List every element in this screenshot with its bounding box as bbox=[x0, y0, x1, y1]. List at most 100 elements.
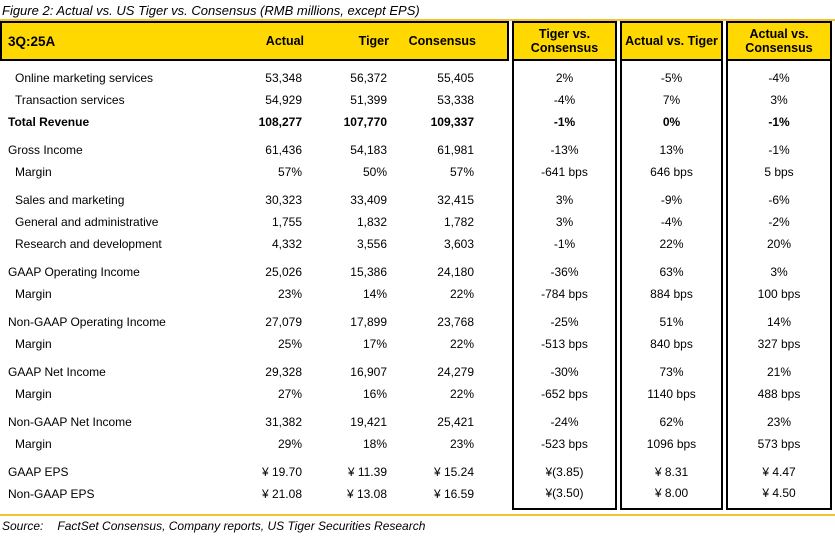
cell-tiger: 56,372 bbox=[350, 71, 387, 85]
row-label: GAAP EPS bbox=[8, 465, 69, 479]
cell-actual-vs-tiger: 13% bbox=[620, 133, 723, 161]
cell-consensus: 24,279 bbox=[437, 365, 474, 379]
main-block-padding bbox=[474, 183, 509, 211]
table-row: GAAP Net Income 29,328 16,907 24,279 -30… bbox=[0, 355, 832, 383]
cell-tiger-vs-consensus: -1% bbox=[512, 111, 617, 133]
cell-actual: 27% bbox=[277, 387, 302, 401]
column-header-actual: Actual bbox=[265, 34, 304, 48]
cell-tiger-vs-consensus: -13% bbox=[512, 133, 617, 161]
cell-tiger-vs-consensus: -784 bps bbox=[512, 283, 617, 305]
table-row: Margin 57% 50% 57% -641 bps 646 bps 5 bp… bbox=[0, 161, 832, 183]
table-row: GAAP Operating Income 25,026 15,386 24,1… bbox=[0, 255, 832, 283]
cell-actual-vs-tiger: 840 bps bbox=[620, 333, 723, 355]
cell-actual: 57% bbox=[277, 165, 302, 179]
cell-actual-vs-consensus: 327 bps bbox=[726, 333, 832, 355]
table-row: Sales and marketing 30,323 33,409 32,415… bbox=[0, 183, 832, 211]
table-row: Total Revenue 108,277 107,770 109,337 -1… bbox=[0, 111, 832, 133]
cell-tiger: 14% bbox=[362, 287, 387, 301]
cell-actual: 108,277 bbox=[258, 115, 302, 129]
cell-tiger-vs-consensus: 3% bbox=[512, 211, 617, 233]
cell-consensus: 109,337 bbox=[430, 115, 474, 129]
cell-tiger: 16% bbox=[362, 387, 387, 401]
cell-actual: 25,026 bbox=[265, 265, 302, 279]
cell-tiger: ¥ 11.39 bbox=[347, 465, 387, 479]
cell-actual-vs-consensus: ¥ 4.47 bbox=[726, 455, 832, 483]
table-body: Online marketing services 53,348 56,372 … bbox=[0, 61, 832, 510]
cell-tiger-vs-consensus: 3% bbox=[512, 183, 617, 211]
cell-tiger-vs-consensus: ¥(3.85) bbox=[512, 455, 617, 483]
row-label: Online marketing services bbox=[15, 71, 154, 85]
source-label: Source: bbox=[2, 519, 44, 533]
cell-tiger-vs-consensus: -641 bps bbox=[512, 161, 617, 183]
cell-actual-vs-tiger: 22% bbox=[620, 233, 723, 255]
source-line: Source: FactSet Consensus, Company repor… bbox=[2, 519, 425, 533]
cell-actual-vs-tiger: 646 bps bbox=[620, 161, 723, 183]
main-block-padding bbox=[474, 433, 509, 455]
cell-tiger-vs-consensus: -36% bbox=[512, 255, 617, 283]
cell-tiger-vs-consensus: -30% bbox=[512, 355, 617, 383]
cell-tiger-vs-consensus: -652 bps bbox=[512, 383, 617, 405]
cell-tiger: ¥ 13.08 bbox=[346, 487, 387, 501]
cell-actual-vs-consensus: 14% bbox=[726, 305, 832, 333]
table-row: Gross Income 61,436 54,183 61,981 -13% 1… bbox=[0, 133, 832, 161]
table-row: General and administrative 1,755 1,832 1… bbox=[0, 211, 832, 233]
table-row: Non-GAAP EPS ¥ 21.08 ¥ 13.08 ¥ 16.59 ¥(3… bbox=[0, 483, 832, 510]
main-block-padding bbox=[474, 161, 509, 183]
cell-consensus: 32,415 bbox=[437, 193, 474, 207]
table-row: Margin 27% 16% 22% -652 bps 1140 bps 488… bbox=[0, 383, 832, 405]
cell-actual: 54,929 bbox=[265, 93, 302, 107]
table-row: Transaction services 54,929 51,399 53,33… bbox=[0, 89, 832, 111]
row-label: Non-GAAP EPS bbox=[8, 487, 95, 501]
cell-actual-vs-consensus: 20% bbox=[726, 233, 832, 255]
cell-consensus: 57% bbox=[449, 165, 474, 179]
cell-tiger-vs-consensus: -513 bps bbox=[512, 333, 617, 355]
cell-actual-vs-tiger: ¥ 8.00 bbox=[620, 483, 723, 510]
table-row: Research and development 4,332 3,556 3,6… bbox=[0, 233, 832, 255]
cell-consensus: 24,180 bbox=[437, 265, 474, 279]
cell-actual-vs-tiger: 7% bbox=[620, 89, 723, 111]
cell-actual: 29% bbox=[277, 437, 302, 451]
cell-consensus: 53,338 bbox=[437, 93, 474, 107]
cell-consensus: 23% bbox=[449, 437, 474, 451]
row-label: GAAP Operating Income bbox=[8, 265, 140, 279]
cell-consensus: 23,768 bbox=[437, 315, 474, 329]
row-label: Sales and marketing bbox=[15, 193, 125, 207]
row-label: Gross Income bbox=[8, 143, 83, 157]
cell-tiger-vs-consensus: -523 bps bbox=[512, 433, 617, 455]
cell-actual-vs-tiger: 884 bps bbox=[620, 283, 723, 305]
cell-tiger-vs-consensus: 2% bbox=[512, 61, 617, 89]
cell-actual: ¥ 21.08 bbox=[261, 487, 302, 501]
column-header-actual-vs-tiger: Actual vs. Tiger bbox=[620, 21, 723, 61]
cell-consensus: 1,782 bbox=[443, 215, 474, 229]
cell-actual: 30,323 bbox=[265, 193, 302, 207]
bottom-gold-rule bbox=[0, 514, 835, 516]
cell-actual-vs-consensus: 3% bbox=[726, 255, 832, 283]
cell-actual-vs-consensus: 21% bbox=[726, 355, 832, 383]
cell-actual-vs-consensus: 573 bps bbox=[726, 433, 832, 455]
cell-actual-vs-tiger: -5% bbox=[620, 61, 723, 89]
cell-tiger-vs-consensus: ¥(3.50) bbox=[512, 483, 617, 510]
column-header-tiger: Tiger bbox=[358, 34, 389, 48]
column-header-consensus: Consensus bbox=[408, 34, 476, 48]
cell-actual-vs-consensus: -1% bbox=[726, 133, 832, 161]
row-label: Margin bbox=[15, 337, 52, 351]
cell-tiger: 18% bbox=[362, 437, 387, 451]
cell-actual: 23% bbox=[277, 287, 302, 301]
cell-actual-vs-consensus: 5 bps bbox=[726, 161, 832, 183]
cell-actual-vs-tiger: 63% bbox=[620, 255, 723, 283]
cell-actual: 27,079 bbox=[265, 315, 302, 329]
cell-actual: ¥ 19.70 bbox=[261, 465, 302, 479]
cell-tiger: 17% bbox=[362, 337, 387, 351]
main-block-padding bbox=[474, 89, 509, 111]
cell-actual: 4,332 bbox=[271, 237, 302, 251]
column-header-tiger-vs-consensus: Tiger vs. Consensus bbox=[512, 21, 617, 61]
cell-tiger: 51,399 bbox=[350, 93, 387, 107]
cell-consensus: 55,405 bbox=[437, 71, 474, 85]
cell-consensus: 22% bbox=[449, 387, 474, 401]
cell-actual-vs-tiger: 51% bbox=[620, 305, 723, 333]
row-label: Non-GAAP Net Income bbox=[8, 415, 132, 429]
cell-actual-vs-tiger: ¥ 8.31 bbox=[620, 455, 723, 483]
row-label: Margin bbox=[15, 387, 52, 401]
cell-consensus: 25,421 bbox=[437, 415, 474, 429]
